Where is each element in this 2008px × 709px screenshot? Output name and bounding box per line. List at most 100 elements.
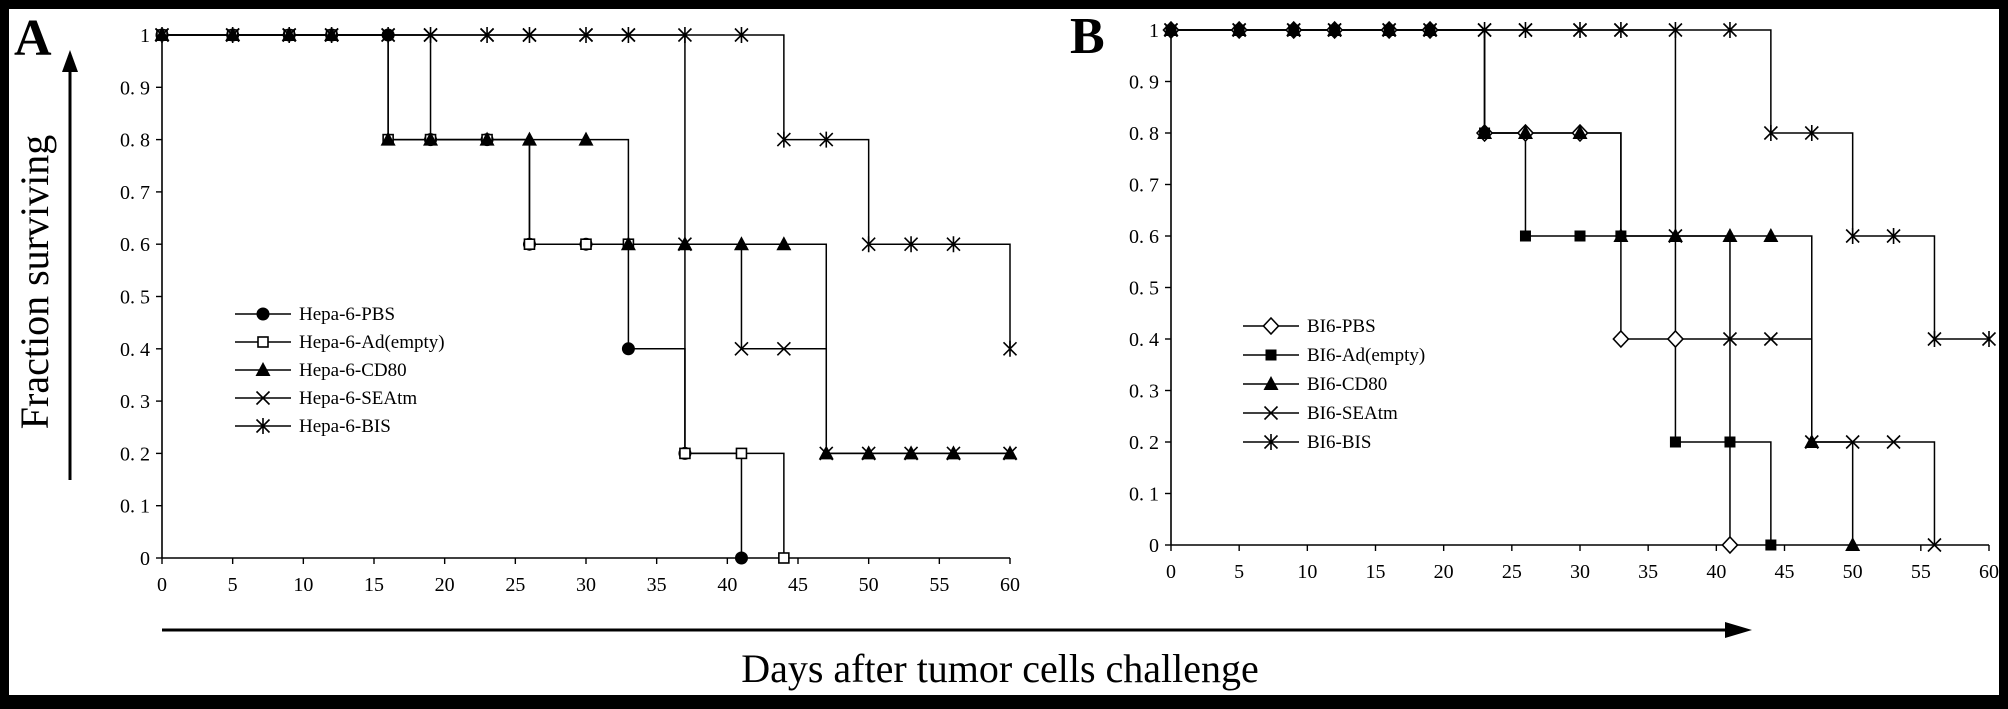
panel-a-data-point (324, 27, 339, 43)
panel-b-legend-label: BI6-SEAtm (1307, 403, 1398, 424)
panel-a-data-point (904, 446, 919, 461)
panel-a-legend-marker (256, 307, 270, 321)
panel-b-label: B (1070, 8, 1105, 65)
panel-b-x-tick-label: 10 (1297, 561, 1317, 583)
panel-a-data-point (861, 236, 876, 253)
panel-b-data-point (1666, 329, 1685, 349)
panel-b-y-tick-label: 0 (1149, 535, 1159, 557)
panel-b-data-point (1612, 329, 1630, 349)
panel-a-data-point (735, 447, 748, 460)
panel-a-legend-label: Hepa-6-SEAtm (299, 388, 417, 409)
panel-b-y-tick-label: 0. 3 (1129, 381, 1159, 403)
panel-a-data-point (154, 27, 170, 43)
panel-a-y-tick-label: 0. 5 (120, 287, 150, 309)
panel-b-series-bi6-bis-points (1163, 22, 1997, 347)
panel-b-data-point (1763, 125, 1778, 141)
panel-a-y-tick-label: 0. 7 (120, 182, 150, 204)
panel-b-data-point (1981, 331, 1997, 347)
panel-a-x-tick-label: 35 (647, 574, 667, 596)
panel-a-x-tick-label: 50 (859, 574, 879, 596)
panel-a-data-point (521, 131, 537, 146)
panel-a-data-point (225, 27, 240, 43)
panel-b-data-point (1518, 22, 1533, 38)
panel-a-x-tick-label: 60 (1000, 574, 1020, 596)
panel-a-data-point (677, 27, 692, 43)
panel-a-data-point (776, 131, 791, 148)
panel-b-data-point (1845, 228, 1860, 244)
panel-b-legend-label: BI6-PBS (1307, 316, 1376, 337)
panel-b-data-point (1382, 22, 1397, 38)
panel-b-y-tick-label: 0. 6 (1129, 226, 1159, 248)
panel-a-y-tick-label: 0. 1 (120, 496, 150, 518)
panel-b: 00. 10. 20. 30. 40. 50. 60. 70. 80. 910 5… (1070, 8, 1999, 583)
panel-b-legend-marker (1263, 376, 1279, 390)
panel-b-data-point (1721, 535, 1739, 555)
panel-a-data-point (778, 552, 790, 564)
panel-a-y-tick-label: 0. 6 (120, 234, 150, 256)
panel-a-data-point (380, 131, 396, 146)
panel-b-legend: BI6-PBS BI6-Ad(empty) BI6-CD80 BI6-SEAtm BI6… (1243, 316, 1425, 453)
panel-b-data-point (1668, 228, 1683, 244)
panel-b-data-point (1477, 125, 1493, 139)
panel-b-data-point (1613, 228, 1629, 242)
panel-b-data-point (1517, 125, 1533, 139)
panel-a-data-point (734, 27, 749, 43)
panel-a-x-tick-label: 30 (576, 574, 596, 596)
panel-b-data-point (1163, 22, 1179, 38)
panel-b-y-tick-label: 1 (1149, 20, 1159, 42)
panel-a-data-point (819, 446, 834, 461)
panel-a-data-point (776, 341, 791, 356)
panel-b-legend-label: BI6-BIS (1307, 432, 1371, 453)
panel-a-data-point (522, 27, 537, 43)
panel-a-y-tick-label: 0. 8 (120, 130, 150, 152)
panel-b-y-tick-label: 0. 1 (1129, 484, 1159, 506)
panel-a-data-point (734, 341, 749, 356)
panel-a-data-point (1002, 340, 1018, 357)
panel-b-data-point (1927, 537, 1942, 553)
panel-b-data-point (1613, 22, 1628, 38)
panel-a-legend-marker (255, 390, 271, 406)
panel-b-x-tick-label: 55 (1911, 561, 1931, 583)
panel-a-x-tick-label: 25 (505, 574, 525, 596)
panel-a-y-tick-label: 0. 2 (120, 443, 150, 465)
panel-a-data-point (621, 342, 635, 356)
panel-a-legend: Hepa-6-PBS Hepa-6-Ad(empty) Hepa-6-CD80 Hep… (235, 304, 445, 437)
panel-a: 00. 10. 20. 30. 40. 50. 60. 70. 80. 910 5… (14, 10, 1020, 596)
panel-a-x-tick-label: 40 (717, 574, 737, 596)
panel-a-data-point (734, 551, 748, 565)
panel-a-y-tick-label: 0 (140, 548, 150, 570)
panel-a-legend-marker (255, 362, 271, 376)
panel-b-legend-marker (1263, 434, 1279, 450)
panel-b-y-tick-label: 0. 8 (1129, 123, 1159, 145)
panel-b-x-tick-label: 0 (1166, 561, 1176, 583)
panel-b-x-tick-label: 30 (1570, 561, 1590, 583)
panel-b-data-point (1722, 228, 1738, 242)
panel-a-x-tick-label: 5 (228, 574, 238, 596)
panel-b-y-tick-label: 0. 2 (1129, 432, 1159, 454)
panel-b-data-point (1477, 22, 1492, 38)
panel-b-data-point (1327, 22, 1342, 38)
panel-a-x-tick-label: 15 (364, 574, 384, 596)
panel-a-y-tick-label: 1 (140, 25, 150, 47)
panel-a-data-point (578, 27, 594, 43)
panel-b-data-point (1422, 22, 1438, 38)
panel-b-data-point (1722, 331, 1738, 347)
panel-b-x-tick-label: 20 (1434, 561, 1454, 583)
panel-b-data-point (1763, 228, 1779, 242)
panel-b-x-tick-label: 5 (1234, 561, 1244, 583)
panel-a-data-point (480, 27, 495, 43)
panel-a-legend-marker (255, 418, 271, 434)
panel-b-data-point (1845, 434, 1860, 450)
panel-a-data-point (381, 27, 396, 43)
panel-b-x-tick-label: 40 (1706, 561, 1726, 583)
panel-a-legend-label: Hepa-6-Ad(empty) (299, 332, 445, 353)
x-axis-title: Days after tumor cells challenge (741, 646, 1259, 691)
panel-a-x-tick-label: 10 (293, 574, 313, 596)
x-axis-arrow-head (1725, 622, 1752, 638)
panel-a-y-tick-label: 0. 4 (120, 339, 150, 361)
panel-a-x-tick-label: 45 (788, 574, 808, 596)
panel-b-legend-marker (1262, 316, 1280, 336)
panel-b-x-tick-label: 25 (1502, 561, 1522, 583)
panel-b-legend-marker (1263, 405, 1279, 421)
